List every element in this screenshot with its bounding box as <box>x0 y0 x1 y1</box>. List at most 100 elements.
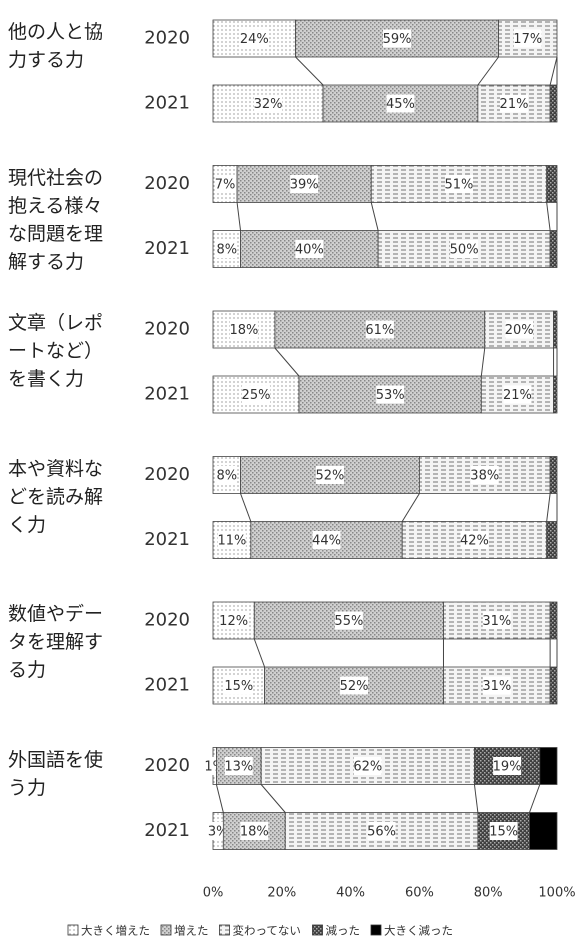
value-label: 13% <box>224 760 253 775</box>
label-bg <box>224 757 253 775</box>
connector <box>477 56 499 86</box>
label-bg <box>505 320 534 339</box>
category-label: 現代社会の抱える様々な問題を理解する力 <box>8 166 104 273</box>
value-label: 15% <box>224 679 253 694</box>
value-label: 24% <box>240 32 269 47</box>
value-label: 40% <box>295 243 324 258</box>
value-label: 53% <box>376 388 405 403</box>
value-label: 7% <box>215 178 236 193</box>
bar-segment <box>549 601 558 640</box>
legend-label: 大きく減った <box>384 924 453 938</box>
value-label: 31% <box>482 614 511 629</box>
label-bg <box>503 385 532 404</box>
year-label: 2021 <box>144 238 190 259</box>
value-label: 31% <box>482 679 511 694</box>
label-bg <box>240 822 269 840</box>
connector <box>546 202 551 231</box>
label-bg <box>290 175 319 193</box>
year-label: 2021 <box>144 675 190 696</box>
category-label: 数値やデータを理解する力 <box>8 603 104 681</box>
year-label: 2021 <box>144 820 190 841</box>
x-tick-label: 100% <box>538 886 575 901</box>
label-bg <box>216 466 237 484</box>
label-bg <box>229 320 258 339</box>
connector <box>370 202 379 231</box>
value-label: 62% <box>353 760 382 775</box>
connector <box>236 202 242 231</box>
legend-label: 変わってない <box>233 924 301 938</box>
label-bg <box>482 611 511 630</box>
connector <box>480 347 486 377</box>
connector <box>473 784 479 813</box>
label-bg <box>340 676 369 695</box>
connector <box>240 493 252 522</box>
x-tick-label: 20% <box>267 886 296 901</box>
connector <box>549 56 558 86</box>
legend-swatch <box>160 924 172 936</box>
label-bg <box>216 240 237 258</box>
connector <box>215 784 224 813</box>
year-label: 2020 <box>144 28 190 49</box>
value-label: 45% <box>386 97 415 112</box>
bar-segment <box>553 310 558 349</box>
value-label: 61% <box>365 323 394 338</box>
label-bg <box>367 822 396 840</box>
value-label: 59% <box>383 32 412 47</box>
label-bg <box>386 94 415 113</box>
bar-segment <box>529 812 558 850</box>
value-label: 42% <box>460 534 489 549</box>
bar-segment <box>236 165 372 203</box>
value-label: 39% <box>290 178 319 193</box>
label-bg <box>224 676 253 695</box>
label-bg <box>513 29 542 48</box>
year-label: 2021 <box>144 529 190 550</box>
value-label: 21% <box>503 388 532 403</box>
value-label: 20% <box>505 323 534 338</box>
x-tick-label: 60% <box>405 886 434 901</box>
value-label: 51% <box>445 178 474 193</box>
value-label: 50% <box>450 243 479 258</box>
connector <box>260 784 286 813</box>
year-label: 2020 <box>144 755 190 776</box>
connector <box>529 784 541 813</box>
category-label: 外国語を使う力 <box>8 748 104 799</box>
label-bg <box>219 611 248 630</box>
value-label: 32% <box>254 97 283 112</box>
legend-label: 大きく増えた <box>81 924 150 938</box>
year-label: 2020 <box>144 173 190 194</box>
value-label: 52% <box>340 679 369 694</box>
label-bg <box>254 94 283 113</box>
connector <box>401 493 420 522</box>
value-label: 21% <box>500 97 529 112</box>
year-label: 2020 <box>144 319 190 340</box>
bar-segment <box>546 521 558 559</box>
label-bg <box>450 240 479 258</box>
bar-segment <box>539 747 558 785</box>
value-label: 52% <box>316 469 345 484</box>
label-bg <box>460 531 489 549</box>
label-bg <box>295 240 324 258</box>
connector <box>295 56 324 86</box>
year-label: 2021 <box>144 384 190 405</box>
bar-segment <box>549 230 558 268</box>
label-bg <box>489 822 518 840</box>
value-label: 8% <box>216 243 237 258</box>
value-label: 18% <box>240 825 269 840</box>
x-tick-label: 40% <box>336 886 365 901</box>
value-label: 8% <box>216 469 237 484</box>
label-bg <box>353 757 382 775</box>
year-label: 2021 <box>144 93 190 114</box>
label-bg <box>500 94 528 113</box>
value-label: 38% <box>470 469 499 484</box>
bar-segment <box>474 747 541 785</box>
label-bg <box>240 29 269 48</box>
value-label: 17% <box>513 32 542 47</box>
label-bg <box>217 531 246 549</box>
legend-swatch <box>67 924 79 936</box>
value-label: 19% <box>493 760 522 775</box>
connector <box>274 347 300 377</box>
label-bg <box>383 29 412 48</box>
x-tick-label: 80% <box>474 886 503 901</box>
value-label: 11% <box>217 534 246 549</box>
